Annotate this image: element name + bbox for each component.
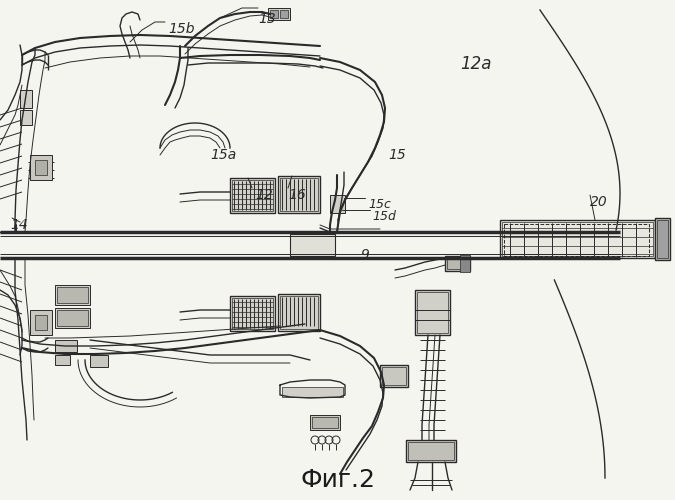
Bar bbox=[655, 218, 670, 260]
Bar bbox=[280, 10, 288, 18]
Bar bbox=[460, 255, 470, 272]
Bar bbox=[30, 155, 52, 180]
Bar bbox=[30, 310, 52, 335]
Bar bbox=[35, 160, 47, 175]
Bar bbox=[417, 292, 448, 333]
Bar bbox=[20, 90, 32, 108]
Text: 12: 12 bbox=[255, 188, 273, 202]
Bar bbox=[57, 287, 88, 303]
Bar bbox=[406, 440, 456, 462]
Bar bbox=[232, 298, 273, 329]
Bar bbox=[278, 176, 320, 213]
Bar bbox=[408, 442, 454, 460]
Bar bbox=[330, 195, 345, 213]
Bar bbox=[57, 310, 88, 326]
Text: 20: 20 bbox=[590, 195, 608, 209]
Text: Фиг.2: Фиг.2 bbox=[300, 468, 375, 492]
Bar bbox=[232, 180, 273, 211]
Bar bbox=[380, 365, 408, 387]
Bar bbox=[278, 294, 320, 331]
Text: 15a: 15a bbox=[210, 148, 236, 162]
Text: 15b: 15b bbox=[168, 22, 194, 36]
Bar bbox=[280, 178, 318, 211]
Bar bbox=[55, 308, 90, 328]
Bar bbox=[270, 10, 278, 18]
Bar bbox=[282, 387, 343, 397]
Text: 13: 13 bbox=[258, 12, 276, 26]
Bar bbox=[90, 355, 108, 367]
Bar bbox=[230, 178, 275, 213]
Bar bbox=[230, 296, 275, 331]
Bar bbox=[657, 220, 668, 258]
Bar bbox=[310, 415, 340, 430]
Bar bbox=[55, 355, 70, 365]
Bar bbox=[447, 258, 468, 269]
Bar bbox=[268, 8, 290, 20]
Bar bbox=[312, 417, 338, 428]
Bar bbox=[502, 222, 653, 256]
Bar bbox=[500, 220, 655, 258]
Text: 15d: 15d bbox=[372, 210, 396, 223]
Text: 9: 9 bbox=[360, 248, 369, 262]
Bar bbox=[55, 285, 90, 305]
Text: 15c: 15c bbox=[368, 198, 391, 211]
Text: 12a: 12a bbox=[460, 55, 491, 73]
Bar bbox=[445, 256, 470, 271]
Bar bbox=[415, 290, 450, 335]
Text: 15: 15 bbox=[388, 148, 406, 162]
Bar bbox=[35, 315, 47, 330]
Text: 16: 16 bbox=[288, 188, 306, 202]
Bar bbox=[55, 340, 77, 352]
Bar bbox=[20, 110, 32, 125]
Bar bbox=[382, 367, 406, 385]
Bar bbox=[504, 224, 649, 256]
Bar bbox=[290, 234, 335, 256]
Bar bbox=[280, 296, 318, 329]
Text: 14: 14 bbox=[10, 218, 28, 232]
